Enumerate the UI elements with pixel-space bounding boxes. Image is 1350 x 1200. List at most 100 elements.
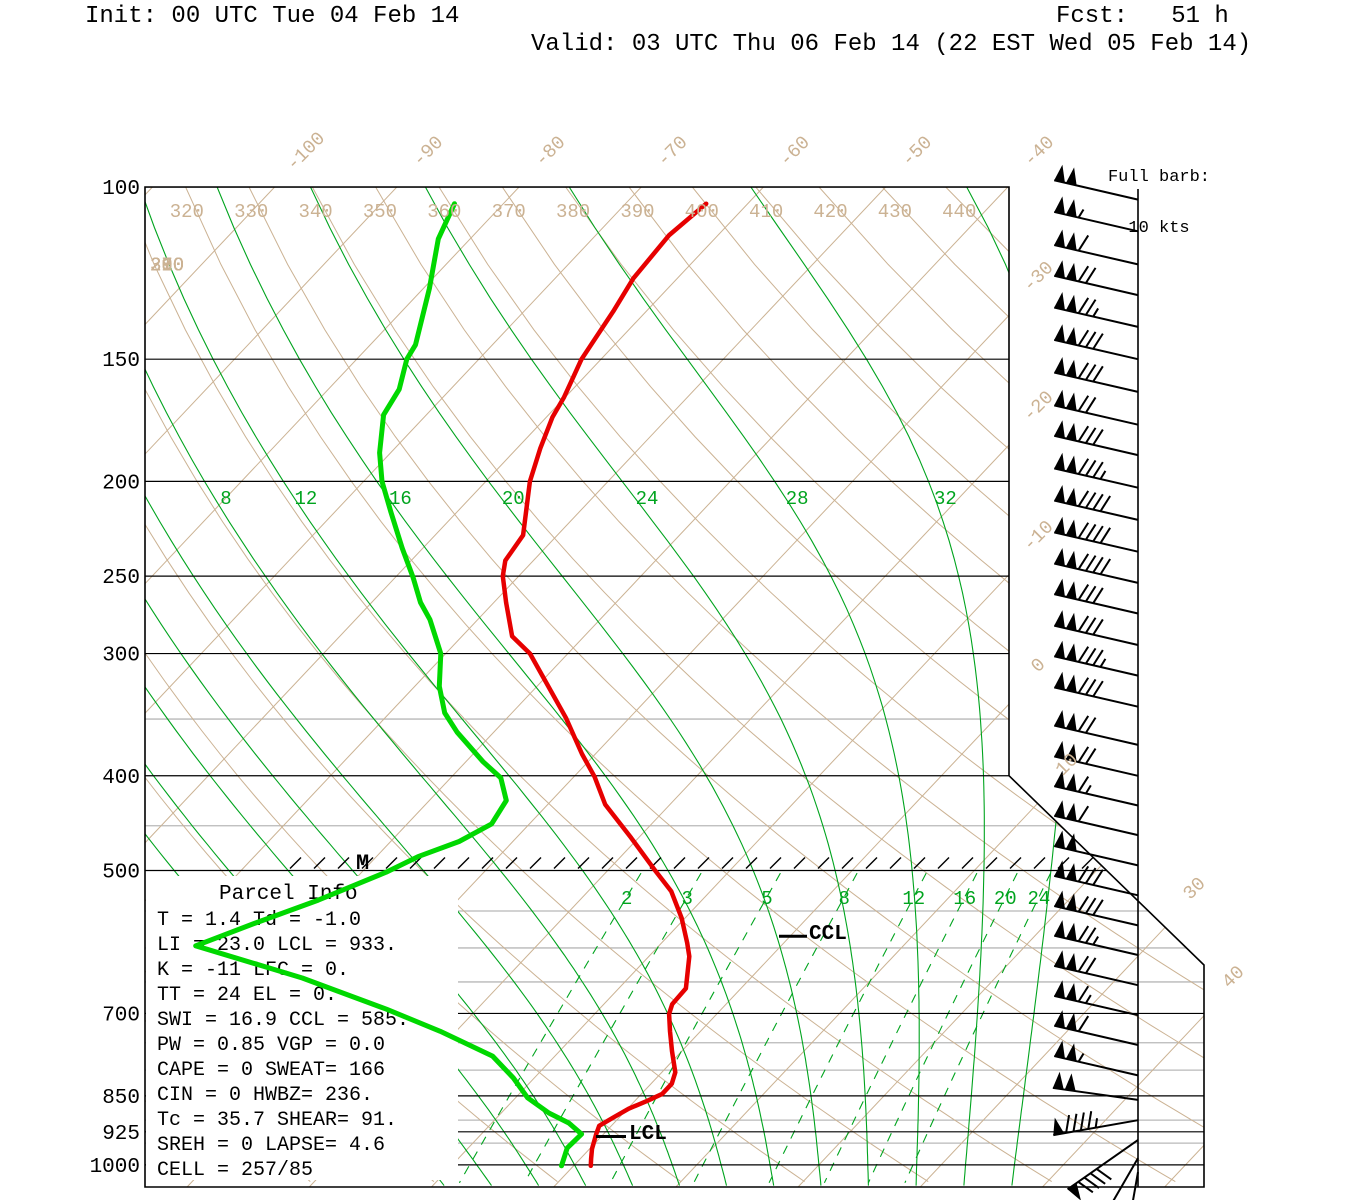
wind-barb bbox=[1053, 389, 1139, 426]
wind-barb bbox=[1053, 452, 1139, 489]
moist-adiabat bbox=[145, 187, 728, 1186]
parcel-row: LI = 23.0 LCL = 933. bbox=[157, 934, 397, 957]
theta-label-top: 340 bbox=[298, 201, 332, 223]
theta-label-top: 360 bbox=[427, 201, 461, 223]
moist-adiabat bbox=[310, 187, 822, 1186]
wind-barb bbox=[1053, 420, 1139, 457]
wind-barb bbox=[1053, 548, 1139, 584]
wind-barb bbox=[1053, 770, 1139, 807]
parcel-row: TT = 24 EL = 0. bbox=[157, 984, 337, 1007]
dry-adiabat bbox=[755, 187, 1204, 1183]
moist-adiabat-label: 32 bbox=[934, 488, 957, 510]
moist-adiabat-label: 24 bbox=[636, 488, 659, 510]
pressure-label: 700 bbox=[102, 1004, 140, 1027]
dry-adiabat bbox=[881, 187, 1204, 1183]
theta-label-left: 270 bbox=[150, 254, 184, 276]
dry-adiabat bbox=[145, 187, 929, 1183]
wind-barb bbox=[1053, 292, 1139, 328]
temp-label-right: 0 bbox=[1027, 654, 1051, 678]
dry-adiabat bbox=[145, 187, 805, 1183]
pressure-label: 500 bbox=[102, 862, 140, 885]
temp-label-top: -50 bbox=[897, 132, 937, 172]
moist-adiabat-label: 20 bbox=[502, 488, 525, 510]
hatch-tick bbox=[505, 857, 518, 870]
dry-adiabat bbox=[311, 187, 1204, 1183]
pressure-label: 925 bbox=[102, 1123, 140, 1146]
wind-barb bbox=[1053, 578, 1139, 615]
theta-label-left: 310 bbox=[150, 254, 184, 276]
init-time-label: Init: 00 UTC Tue 04 Feb 14 bbox=[85, 3, 460, 30]
dry-adiabat bbox=[145, 187, 1052, 1183]
hatch-tick bbox=[673, 857, 686, 870]
m-level-marker: M bbox=[356, 851, 370, 876]
isotherm bbox=[675, 187, 1204, 1187]
isotherm bbox=[0, 187, 30, 1187]
isotherm bbox=[145, 187, 398, 1187]
wind-barb bbox=[1053, 920, 1139, 956]
theta-label-top: 330 bbox=[234, 201, 268, 223]
hatch-tick bbox=[697, 857, 710, 870]
wind-barb bbox=[1053, 229, 1139, 266]
theta-label-top: 350 bbox=[363, 201, 397, 223]
theta-label-top: 440 bbox=[942, 201, 976, 223]
mixing-ratio-line bbox=[609, 872, 781, 1184]
wind-barb bbox=[1053, 671, 1139, 708]
pressure-label: 400 bbox=[102, 767, 140, 790]
dry-adiabat bbox=[375, 187, 1204, 1183]
wind-barb bbox=[1053, 1111, 1139, 1137]
mixing-ratio-label: 20 bbox=[994, 888, 1017, 910]
wind-barb bbox=[1053, 800, 1139, 837]
parcel-row: PW = 0.85 VGP = 0.0 bbox=[157, 1034, 385, 1057]
isotherm bbox=[145, 187, 887, 1187]
hatch-tick bbox=[793, 857, 806, 870]
wind-barb bbox=[1053, 1010, 1139, 1046]
dry-adiabat bbox=[185, 187, 1176, 1183]
hatch-tick bbox=[601, 857, 614, 870]
theta-label-left: 280 bbox=[150, 254, 184, 276]
moist-adiabat-label: 28 bbox=[786, 488, 809, 510]
isotherm bbox=[797, 187, 1204, 1187]
dry-adiabat bbox=[1072, 187, 1204, 1183]
parcel-row: SWI = 16.9 CCL = 585. bbox=[157, 1009, 409, 1032]
wind-barb bbox=[1053, 516, 1139, 553]
parcel-row: SREH = 0 LAPSE= 4.6 bbox=[157, 1134, 385, 1157]
parcel-row: CAPE = 0 SWEAT= 166 bbox=[157, 1059, 385, 1082]
parcel-row: CIN = 0 HWBZ= 236. bbox=[157, 1084, 373, 1107]
wind-barb bbox=[1053, 164, 1139, 201]
pressure-label: 1000 bbox=[90, 1156, 140, 1179]
hatch-tick bbox=[961, 857, 974, 870]
dewpoint-trace bbox=[193, 201, 585, 1169]
temp-label-top: -80 bbox=[531, 132, 571, 172]
hatch-tick bbox=[745, 857, 758, 870]
mixing-ratio-line bbox=[458, 872, 642, 1184]
hatch-tick bbox=[721, 857, 734, 870]
temp-label-right: 30 bbox=[1179, 873, 1211, 905]
theta-label-top: 410 bbox=[749, 201, 783, 223]
wind-barb bbox=[1053, 610, 1139, 646]
isotherm bbox=[553, 187, 1204, 1187]
temp-label-top: -90 bbox=[408, 132, 448, 172]
temp-label-top: -100 bbox=[282, 128, 330, 176]
wind-barb bbox=[1053, 260, 1139, 297]
wind-barb bbox=[1053, 710, 1139, 746]
pressure-label: 250 bbox=[102, 567, 140, 590]
mixing-ratio-label: 2 bbox=[621, 888, 632, 910]
wind-barb bbox=[1053, 830, 1139, 867]
parcel-row: Tc = 35.7 SHEAR= 91. bbox=[157, 1109, 397, 1132]
hatch-tick bbox=[985, 857, 998, 870]
wind-barb bbox=[1053, 324, 1139, 361]
moist-adiabat bbox=[424, 187, 869, 1186]
isotherm bbox=[431, 187, 1204, 1187]
theta-label-top: 370 bbox=[492, 201, 526, 223]
dry-adiabat bbox=[565, 187, 1204, 1183]
pressure-label: 300 bbox=[102, 645, 140, 668]
hatch-tick bbox=[313, 857, 326, 870]
pressure-label: 200 bbox=[102, 472, 140, 495]
temp-label-right: -30 bbox=[1019, 257, 1059, 297]
moist-adiabat-label: 12 bbox=[294, 488, 317, 510]
hatch-tick bbox=[553, 857, 566, 870]
hatch-tick bbox=[529, 857, 542, 870]
theta-label-left: 300 bbox=[150, 254, 184, 276]
hatch-tick bbox=[937, 857, 950, 870]
